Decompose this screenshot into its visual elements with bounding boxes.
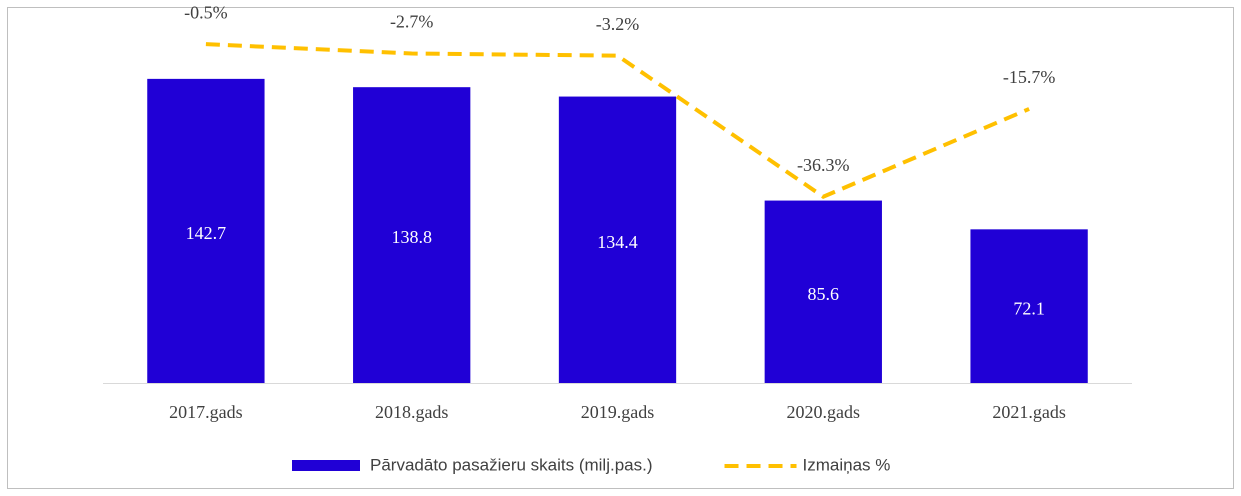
data-label: 134.4 [597,232,638,252]
data-label: 142.7 [186,223,227,243]
x-tick-label: 2020.gads [787,402,861,422]
bar [353,87,471,384]
data-label: 72.1 [1013,298,1045,318]
legend-swatch [292,460,360,471]
data-label: -15.7% [1003,67,1056,87]
data-label: 138.8 [391,227,432,247]
x-tick-label: 2021.gads [992,402,1066,422]
bar [970,229,1088,383]
data-label: -2.7% [390,12,434,32]
bar [764,200,882,383]
x-tick-label: 2019.gads [581,402,655,422]
data-label: -36.3% [797,155,850,175]
line [205,42,1030,199]
data-label: 85.6 [808,284,840,304]
bar [558,96,677,383]
data-label: -0.5% [184,2,228,22]
x-tick-label: 2017.gads [169,402,243,422]
data-label: -3.2% [596,14,640,34]
legend-label: Pārvadāto pasažieru skaits (milj.pas.) [370,455,653,474]
x-tick-label: 2018.gads [375,402,449,422]
legend-label: Izmaiņas % [803,455,891,474]
bar [147,78,265,383]
